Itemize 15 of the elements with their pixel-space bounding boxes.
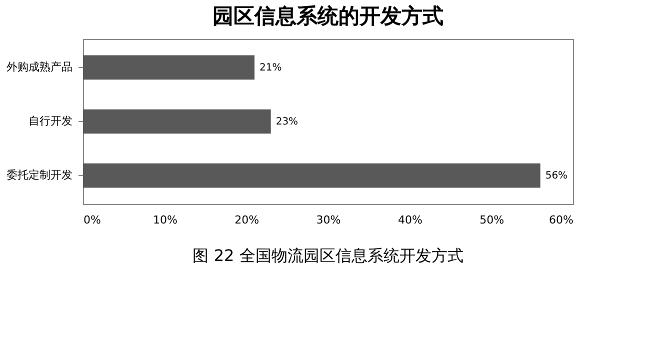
x-tick-label: 40% xyxy=(398,214,422,226)
x-tick-label: 60% xyxy=(549,214,574,226)
x-tick-label: 20% xyxy=(234,214,260,226)
x-tick-label: 30% xyxy=(316,214,341,226)
caption: 图 22 全国物流园区信息系统开发方式 xyxy=(192,246,464,265)
y-tick-label: 外购成熟产品 xyxy=(6,60,72,74)
y-tick-label: 自行开发 xyxy=(28,114,72,128)
chart-title: 园区信息系统的开发方式 xyxy=(212,4,444,28)
data-label: 21% xyxy=(260,62,282,74)
x-tick-label: 0% xyxy=(84,214,101,226)
x-tick-label: 50% xyxy=(480,214,504,226)
data-label: 56% xyxy=(545,170,568,182)
data-label: 23% xyxy=(276,116,298,128)
y-tick-label: 委托定制开发 xyxy=(6,168,72,182)
x-tick-label: 10% xyxy=(152,214,178,226)
